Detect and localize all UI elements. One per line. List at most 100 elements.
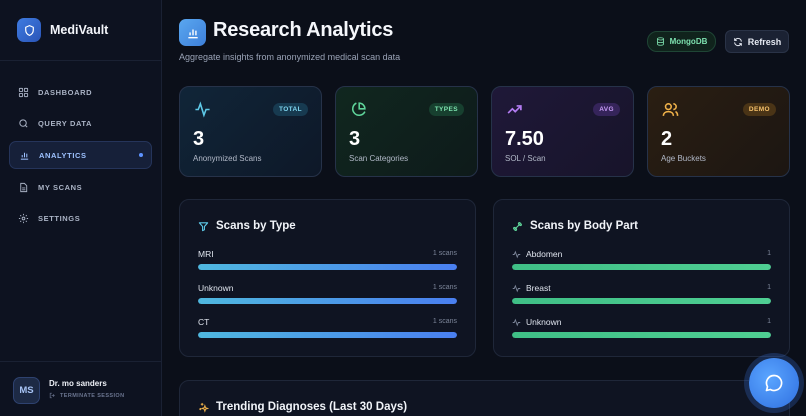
gear-icon [18,214,29,224]
sidebar: MediVault DASHBOARD QUERY DATA ANALYTICS… [0,0,162,416]
progress-fill [512,298,771,304]
trending-diagnoses-panel: Trending Diagnoses (Last 30 Days) [179,380,790,416]
document-icon [20,182,28,192]
bar-label: Unknown [198,283,234,293]
sidebar-item-dashboard[interactable]: DASHBOARD [9,78,152,106]
stat-label: Scan Categories [349,154,409,163]
sidebar-nav: DASHBOARD QUERY DATA ANALYTICS MY SCANS … [9,78,152,236]
bar-count: 1 scans [432,250,457,257]
panel-title-text: Trending Diagnoses (Last 30 Days) [216,401,408,413]
stat-value: 3 [193,128,205,150]
stat-value: 2 [661,128,673,150]
stat-label: SOL / Scan [505,154,546,163]
divider [0,60,162,61]
stat-card-types: TYPES 3 Scan Categories [335,86,478,177]
database-badge[interactable]: MongoDB [647,31,716,52]
grid-icon [18,87,29,97]
bar-count: 1 [767,318,771,325]
progress-fill [198,332,457,338]
logout-icon [49,392,55,399]
progress-fill [512,332,771,338]
filter-icon [198,221,209,231]
progress-track [198,298,457,304]
sidebar-item-settings[interactable]: SETTINGS [9,205,152,233]
pulse-icon [512,318,521,326]
logout-link[interactable]: TERMINATE SESSION [49,392,124,399]
stat-card-avg: AVG 7.50 SOL / Scan [491,86,634,177]
bar-label: Abdomen [512,249,562,259]
scans-by-type-panel: Scans by Type MRI 1 scans Unknown 1 scan… [179,199,476,357]
sidebar-item-label: QUERY DATA [38,119,93,129]
search-icon [19,119,28,128]
bar-count: 1 [767,250,771,257]
stat-card-demo: DEMO 2 Age Buckets [647,86,790,177]
user-name: Dr. mo sanders [49,379,107,388]
logout-label: TERMINATE SESSION [60,392,125,399]
panel-title-text: Scans by Body Part [530,220,639,232]
progress-fill [198,298,457,304]
panel-title: Trending Diagnoses (Last 30 Days) [198,401,407,413]
database-icon [656,37,664,46]
bone-icon [513,221,522,231]
trending-up-icon [507,105,522,114]
bar-count: 1 scans [432,284,457,291]
bar-label-text: Abdomen [526,249,563,259]
progress-track [512,298,771,304]
bar-label-text: Breast [526,283,551,293]
sidebar-item-label: DASHBOARD [38,87,93,97]
sidebar-item-analytics[interactable]: ANALYTICS [9,141,152,170]
progress-track [512,332,771,338]
divider [0,361,162,362]
bar-label-text: Unknown [526,317,562,327]
sparkle-icon [199,402,209,413]
bar-label: CT [198,317,210,327]
bar-chart-icon [179,19,206,46]
scans-by-body-part-panel: Scans by Body Part Abdomen 1 Breast 1 Un… [493,199,790,357]
pie-chart-icon [352,102,366,116]
brand-name: MediVault [50,23,109,37]
refresh-icon [733,37,742,46]
brand[interactable]: MediVault [17,18,108,42]
stat-label: Age Buckets [661,154,706,163]
page-subtitle: Aggregate insights from anonymized medic… [179,52,401,62]
bar-count: 1 [767,284,771,291]
page-title: Research Analytics [213,19,394,41]
avatar[interactable]: MS [13,377,40,404]
sidebar-item-my-scans[interactable]: MY SCANS [9,173,152,201]
users-icon [662,103,679,116]
refresh-label: Refresh [747,36,782,47]
stat-badge: TYPES [428,103,464,116]
pulse-icon [512,250,521,258]
panel-title-text: Scans by Type [216,220,296,232]
bar-label: Unknown [512,317,561,327]
stat-value: 7.50 [505,128,544,150]
chat-bubble-icon [765,374,783,392]
stat-badge: TOTAL [272,103,308,116]
pulse-icon [512,284,521,292]
panel-title: Scans by Body Part [512,220,638,232]
stat-label: Anonymized Scans [193,154,262,163]
progress-fill [198,264,457,270]
refresh-button[interactable]: Refresh [725,30,789,53]
database-label: MongoDB [669,37,708,46]
stat-value: 3 [349,128,361,150]
progress-track [512,264,771,270]
pulse-icon [195,101,210,118]
stat-card-total: TOTAL 3 Anonymized Scans [179,86,322,177]
bar-label: MRI [198,249,214,259]
progress-fill [512,264,771,270]
active-indicator [139,153,143,158]
shield-icon [17,18,41,42]
progress-track [198,332,457,338]
sidebar-item-label: MY SCANS [38,182,83,192]
bar-count: 1 scans [432,318,457,325]
sidebar-item-query-data[interactable]: QUERY DATA [9,110,152,138]
stat-badge: DEMO [742,103,776,116]
chat-button[interactable] [749,358,799,408]
sidebar-item-label: ANALYTICS [39,150,87,160]
stat-badge: AVG [593,103,620,116]
bar-label: Breast [512,283,551,293]
bar-chart-icon [20,152,29,160]
panel-title: Scans by Type [198,220,296,232]
sidebar-item-label: SETTINGS [38,214,81,224]
